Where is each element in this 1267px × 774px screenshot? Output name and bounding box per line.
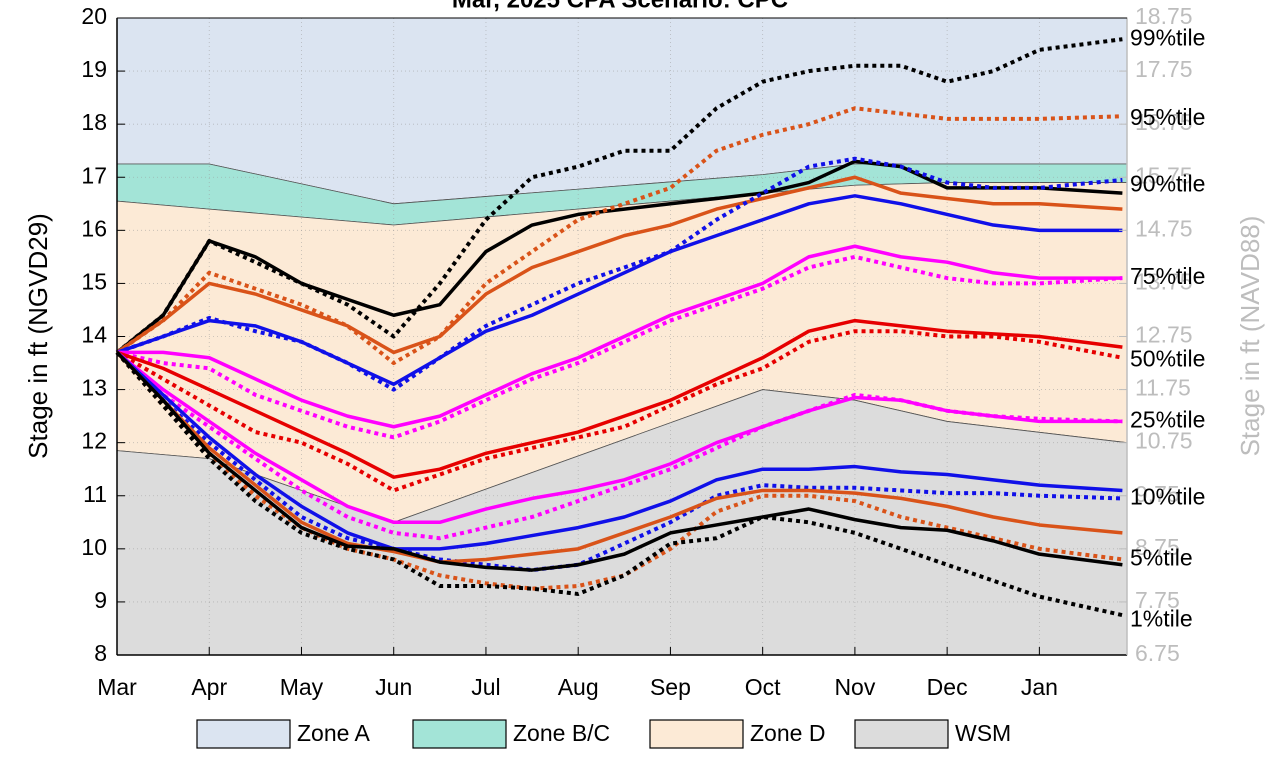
y-tick-label: 9 (94, 587, 107, 613)
y-tick-label: 12 (81, 428, 107, 454)
y2-tick-label: 13.75 (1135, 268, 1193, 294)
y-tick-label: 8 (94, 640, 107, 666)
legend-swatch (412, 719, 507, 749)
y-axis-label: Stage in ft (NGVD29) (23, 213, 53, 459)
legend-swatch (196, 719, 291, 749)
lines (115, 37, 1123, 618)
y-tick-label: 17 (81, 162, 107, 188)
legend: Zone A Zone B/C Zone D WSM (196, 719, 1011, 749)
y-tick-label: 16 (81, 215, 107, 241)
y2-tick-label: 14.75 (1135, 215, 1193, 241)
dotted-line (115, 351, 1123, 591)
y2-tick-label: 9.75 (1135, 481, 1180, 507)
y-tick-label: 15 (81, 268, 107, 294)
legend-label: Zone D (750, 720, 825, 746)
dotted-line (116, 254, 1123, 440)
dotted-line (115, 351, 1123, 573)
y-tick-label: 14 (81, 322, 107, 348)
y-tick-label: 13 (81, 375, 107, 401)
x-tick-label: Aug (558, 674, 599, 700)
solid-line (116, 194, 1123, 387)
chart-title: Mar, 2025 CPA Scenario: CPC (452, 0, 788, 13)
y2-tick-label: 17.75 (1135, 56, 1193, 82)
y2-tick-label: 15.75 (1135, 162, 1193, 188)
percentile-label: 95%tile (1130, 104, 1205, 130)
y2-tick-label: 8.75 (1135, 534, 1180, 560)
y2-tick-label: 16.75 (1135, 109, 1193, 135)
x-tick-label: Jan (1021, 674, 1058, 700)
percentile-label: 10%tile (1130, 483, 1205, 509)
dotted-line (115, 106, 1123, 366)
percentile-label: 50%tile (1130, 345, 1205, 371)
legend-swatch (649, 719, 744, 749)
legend-label: Zone B/C (513, 720, 610, 746)
x-tick-label: Mar (97, 674, 137, 700)
solid-line (115, 351, 1123, 564)
y2-tick-label: 11.75 (1135, 375, 1191, 401)
y2-tick-label: 7.75 (1135, 587, 1180, 613)
percentile-label: 99%tile (1130, 24, 1205, 50)
x-tick-label: Oct (745, 674, 781, 700)
axes (116, 17, 1128, 656)
x-tick-label: Nov (834, 674, 875, 700)
x-tick-label: Dec (927, 674, 968, 700)
percentile-label: 75%tile (1130, 263, 1205, 289)
solid-line (117, 244, 1123, 429)
solid-line (115, 159, 1123, 354)
solid-line (115, 351, 1123, 551)
x-tick-label: Apr (191, 674, 227, 700)
y2-axis-label: Stage in ft (NAVD88) (1235, 216, 1265, 457)
legend-swatch (854, 719, 949, 749)
x-tick-label: Sep (650, 674, 691, 700)
y2-tick-label: 6.75 (1135, 640, 1180, 666)
percentile-label: 1%tile (1130, 606, 1193, 632)
solid-line (116, 318, 1123, 479)
legend-label: WSM (955, 720, 1011, 746)
y2-tick-label: 10.75 (1135, 428, 1193, 454)
x-tick-label: May (280, 674, 324, 700)
y2-tick-label: 18.75 (1135, 3, 1193, 29)
y-tick-label: 19 (81, 56, 107, 82)
y-tick-label: 20 (81, 3, 107, 29)
y2-tick-label: 12.75 (1135, 322, 1193, 348)
solid-line (116, 175, 1123, 355)
dotted-line (116, 156, 1123, 392)
percentile-label: 90%tile (1130, 170, 1205, 196)
labels: 8 9 10 11 12 13 14 15 16 17 18 19 20 6.75 7.75 8.75 9.75… (81, 3, 1205, 700)
legend-label: Zone A (297, 720, 371, 746)
y-tick-label: 10 (81, 534, 107, 560)
y-tick-label: 18 (81, 109, 107, 135)
dotted-line (115, 350, 1123, 541)
solid-line (115, 351, 1123, 572)
percentile-label: 25%tile (1130, 407, 1205, 433)
x-tick-label: Jun (375, 674, 412, 700)
y-tick-label: 11 (83, 481, 107, 507)
percentile-label: 5%tile (1130, 545, 1193, 571)
x-tick-label: Jul (471, 674, 500, 700)
